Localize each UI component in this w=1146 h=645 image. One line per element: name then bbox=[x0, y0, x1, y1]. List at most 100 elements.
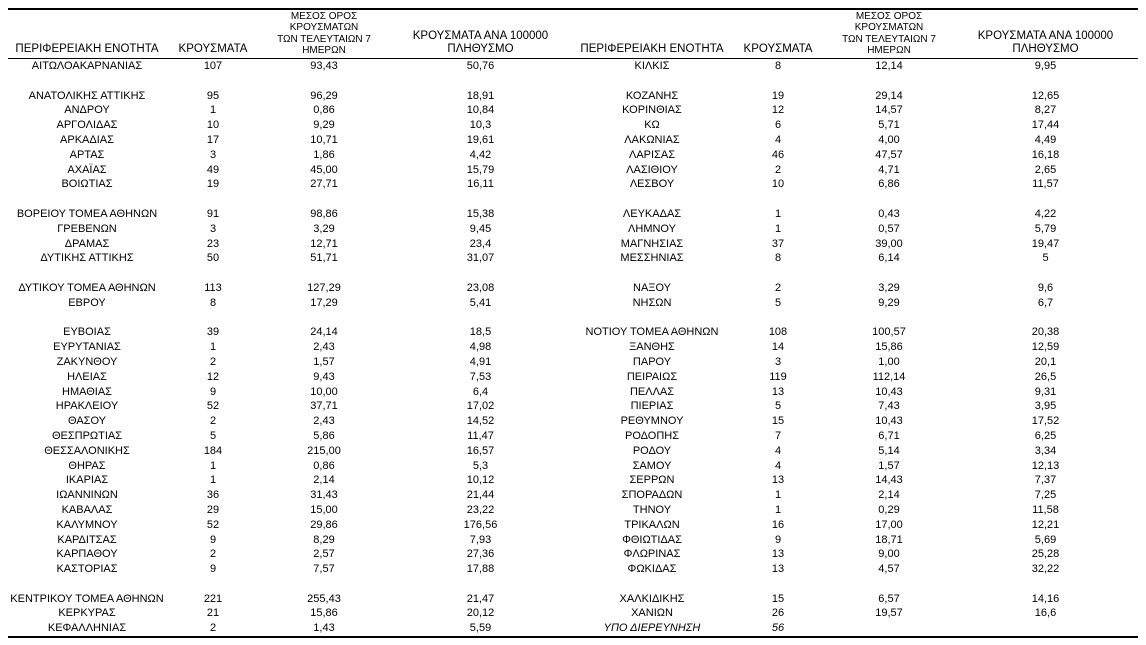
per100k-cell: 14,52 bbox=[466, 415, 495, 428]
region-cell: ΚΑΡΔΙΤΣΑΣ bbox=[57, 533, 117, 546]
per100k-cell: 19,61 bbox=[466, 133, 495, 146]
cases-cell: 5 bbox=[774, 400, 782, 413]
cases-cell bbox=[166, 192, 260, 207]
region-cell: ΦΘΙΩΤΙΔΑΣ bbox=[622, 533, 682, 546]
cases-cell: 2 bbox=[209, 415, 217, 428]
cases-cell: 15 bbox=[771, 415, 785, 428]
table-row: ΘΕΣΣΑΛΟΝΙΚΗΣ 184 215,00 16,57 ΡΟΔΟΥ 4 5,14 3,34 bbox=[8, 444, 1138, 459]
per100k-cell: 12,59 bbox=[1031, 341, 1060, 354]
per100k-cell: 25,28 bbox=[1031, 548, 1060, 561]
avg7-cell: 5,86 bbox=[313, 429, 335, 442]
avg7-cell: 14,57 bbox=[875, 104, 903, 117]
per100k-cell: 16,18 bbox=[1031, 148, 1060, 161]
avg7-cell bbox=[825, 311, 953, 326]
cases-cell: 108 bbox=[768, 326, 788, 339]
table-row: ΓΡΕΒΕΝΩΝ 3 3,29 9,45 ΛΗΜΝΟΥ 1 0,57 5,79 bbox=[8, 222, 1138, 237]
cases-cell bbox=[166, 577, 260, 592]
cases-cell: 56 bbox=[771, 622, 785, 635]
cases-cell: 5 bbox=[774, 296, 782, 309]
avg7-cell bbox=[825, 74, 953, 89]
avg7-cell: 2,14 bbox=[878, 489, 900, 502]
cases-cell: 13 bbox=[771, 385, 785, 398]
column-header-avg7-left: ΜΕΣΟΣ ΟΡΟΣ ΚΡΟΥΣΜΑΤΩΝ ΤΩΝ ΤΕΛΕΥΤΑΙΩΝ 7 Η… bbox=[260, 9, 388, 59]
region-cell: ΤΡΙΚΑΛΩΝ bbox=[624, 518, 680, 531]
per100k-cell: 5,41 bbox=[469, 296, 492, 309]
cases-cell: 13 bbox=[771, 548, 785, 561]
region-cell: ΥΠΟ ΔΙΕΡΕΥΝΗΣΗ bbox=[603, 622, 701, 635]
cases-cell: 12 bbox=[206, 370, 220, 383]
avg7-cell: 2,57 bbox=[313, 548, 335, 561]
cases-cell: 221 bbox=[203, 592, 223, 605]
per100k-cell bbox=[953, 266, 1138, 281]
cases-cell: 21 bbox=[206, 607, 220, 620]
per100k-cell: 12,65 bbox=[1031, 89, 1060, 102]
per100k-cell: 7,25 bbox=[1034, 489, 1057, 502]
cases-cell: 2 bbox=[774, 163, 782, 176]
region-cell: ΚΑΣΤΟΡΙΑΣ bbox=[56, 563, 118, 576]
per100k-cell: 21,44 bbox=[466, 489, 495, 502]
region-cell: ΚΑΒΑΛΑΣ bbox=[61, 503, 113, 516]
avg7-cell: 10,43 bbox=[875, 385, 903, 398]
region-cell: ΚΑΡΠΑΘΟΥ bbox=[56, 548, 118, 561]
cases-cell: 50 bbox=[206, 252, 220, 265]
region-cell: ΣΑΜΟΥ bbox=[632, 459, 672, 472]
per100k-cell: 12,21 bbox=[1031, 518, 1060, 531]
per100k-cell: 7,53 bbox=[469, 370, 492, 383]
per100k-cell: 2,65 bbox=[1034, 163, 1057, 176]
column-header-avg7-right: ΜΕΣΟΣ ΟΡΟΣ ΚΡΟΥΣΜΑΤΩΝ ΤΩΝ ΤΕΛΕΥΤΑΙΩΝ 7 Η… bbox=[825, 9, 953, 59]
region-cell: ΝΟΤΙΟΥ ΤΟΜΕΑ ΑΘΗΝΩΝ bbox=[585, 326, 719, 339]
region-cell: ΠΑΡΟΥ bbox=[632, 355, 672, 368]
avg7-cell: 47,57 bbox=[875, 148, 903, 161]
region-cell: ΤΗΝΟΥ bbox=[632, 503, 672, 516]
region-cell: ΘΕΣΠΡΩΤΙΑΣ bbox=[51, 429, 123, 442]
avg7-cell bbox=[260, 577, 388, 592]
cases-cell bbox=[166, 311, 260, 326]
cases-cell: 15 bbox=[771, 592, 785, 605]
region-cell: ΚΕΝΤΡΙΚΟΥ ΤΟΜΕΑ ΑΘΗΝΩΝ bbox=[10, 592, 164, 605]
table-row: ΗΛΕΙΑΣ 12 9,43 7,53 ΠΕΙΡΑΙΩΣ 119 112,14 26,5 bbox=[8, 370, 1138, 385]
avg7-cell: 1,57 bbox=[878, 459, 900, 472]
per100k-cell: 17,88 bbox=[466, 563, 495, 576]
per100k-cell bbox=[953, 192, 1138, 207]
cases-cell: 9 bbox=[209, 385, 217, 398]
avg7-cell: 17,00 bbox=[875, 518, 903, 531]
cases-cell bbox=[166, 74, 260, 89]
per100k-cell: 5,59 bbox=[469, 622, 492, 635]
column-header-per100k-right: ΚΡΟΥΣΜΑΤΑ ΑΝΑ 100000 ΠΛΗΘΥΣΜΟ bbox=[953, 9, 1138, 59]
table-row: ΘΑΣΟΥ 2 2,43 14,52 ΡΕΘΥΜΝΟΥ 15 10,43 17,52 bbox=[8, 414, 1138, 429]
region-cell: ΝΗΣΩΝ bbox=[632, 296, 672, 309]
cases-cell: 2 bbox=[209, 548, 217, 561]
table-row: ΔΡΑΜΑΣ 23 12,71 23,4 ΜΑΓΝΗΣΙΑΣ 37 39,00 19,47 bbox=[8, 237, 1138, 252]
per100k-cell: 5,3 bbox=[472, 459, 489, 472]
region-cell: ΑΡΤΑΣ bbox=[69, 148, 105, 161]
region-cell: ΛΑΡΙΣΑΣ bbox=[628, 148, 675, 161]
avg7-cell bbox=[260, 311, 388, 326]
cases-cell: 17 bbox=[206, 133, 220, 146]
table-row: ΑΝΔΡΟΥ 1 0,86 10,84 ΚΟΡΙΝΘΙΑΣ 12 14,57 8,27 bbox=[8, 103, 1138, 118]
region-cell: ΑΡΚΑΔΙΑΣ bbox=[60, 133, 114, 146]
region-cell bbox=[573, 192, 731, 207]
table-row: ΚΑΡΔΙΤΣΑΣ 9 8,29 7,93 ΦΘΙΩΤΙΔΑΣ 9 18,71 5,69 bbox=[8, 533, 1138, 548]
per100k-cell: 4,49 bbox=[1034, 133, 1057, 146]
region-cell: ΛΕΥΚΑΔΑΣ bbox=[622, 207, 682, 220]
region-cell: ΚΟΖΑΝΗΣ bbox=[625, 89, 679, 102]
avg7-cell: 2,14 bbox=[313, 474, 335, 487]
avg7-cell: 6,57 bbox=[878, 592, 900, 605]
cases-cell: 1 bbox=[209, 341, 217, 354]
avg7-cell bbox=[825, 577, 953, 592]
per100k-cell: 8,27 bbox=[1034, 104, 1057, 117]
cases-cell: 52 bbox=[206, 518, 220, 531]
region-cell: ΧΑΝΙΩΝ bbox=[631, 607, 673, 620]
avg7-cell: 17,29 bbox=[310, 296, 338, 309]
per100k-cell: 3,34 bbox=[1034, 444, 1057, 457]
per100k-cell: 15,38 bbox=[466, 207, 495, 220]
table-row: ΑΝΑΤΟΛΙΚΗΣ ΑΤΤΙΚΗΣ 95 96,29 18,91 ΚΟΖΑΝΗΣ 19 2… bbox=[8, 89, 1138, 104]
cases-cell: 19 bbox=[206, 178, 220, 191]
avg7-cell bbox=[260, 192, 388, 207]
region-cell: ΡΟΔΟΥ bbox=[632, 444, 672, 457]
region-cell: ΗΛΕΙΑΣ bbox=[67, 370, 107, 383]
cases-cell: 9 bbox=[209, 563, 217, 576]
table-row: ΑΡΓΟΛΙΔΑΣ 10 9,29 10,3 ΚΩ 6 5,71 17,44 bbox=[8, 118, 1138, 133]
region-cell: ΛΕΣΒΟΥ bbox=[629, 178, 675, 191]
